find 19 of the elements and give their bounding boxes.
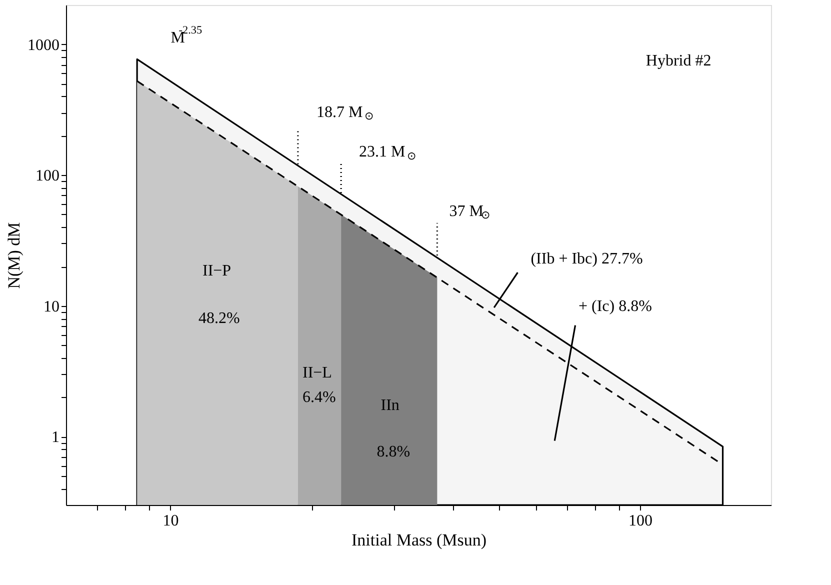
y-tick-label: 10 bbox=[44, 298, 60, 316]
annotation: M-2.35 bbox=[170, 24, 202, 47]
annotation: 37 M⊙ bbox=[449, 202, 490, 222]
annotation: IIn bbox=[380, 397, 400, 414]
annotation: + (Ic) 8.8% bbox=[578, 298, 652, 315]
annotation: 48.2% bbox=[198, 310, 240, 327]
annotation: II−P bbox=[202, 262, 232, 280]
annotation: 18.7 M⊙ bbox=[316, 104, 374, 123]
annotation: Hybrid #2 bbox=[646, 52, 712, 70]
annotation: II−L bbox=[302, 364, 332, 382]
x-axis-title: Initial Mass (Msun) bbox=[351, 530, 487, 550]
annotation: 6.4% bbox=[302, 389, 336, 406]
y-axis-title: N(M) dM bbox=[4, 222, 24, 289]
annotation: (IIb + Ibc) 27.7% bbox=[530, 250, 643, 268]
y-tick-label: 1 bbox=[52, 429, 60, 446]
y-tick-label: 100 bbox=[36, 168, 60, 185]
y-tick-label: 1000 bbox=[28, 36, 60, 54]
annotation: 8.8% bbox=[376, 444, 410, 461]
annotation: 23.1 M⊙ bbox=[359, 144, 416, 162]
